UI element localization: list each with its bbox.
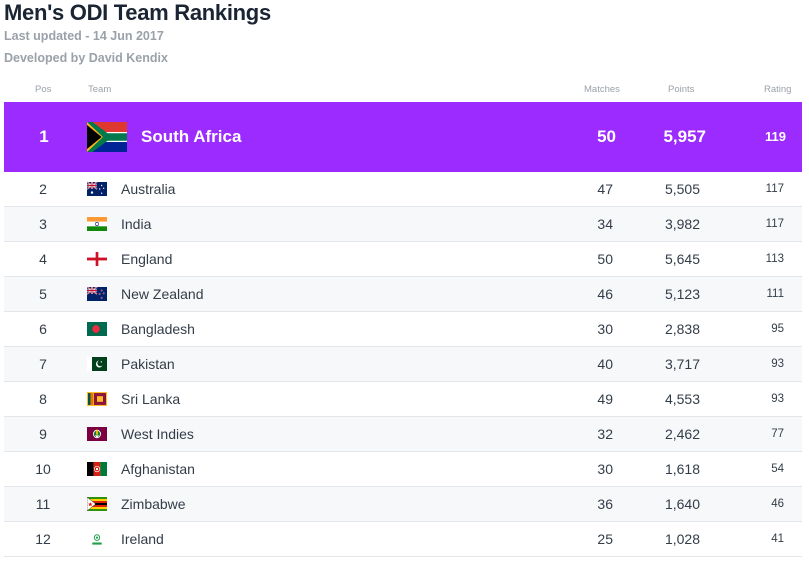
points-value: 3,717	[664, 356, 700, 372]
rating-value: 113	[765, 253, 784, 265]
india-flag	[87, 217, 107, 231]
rating-value: 54	[771, 463, 784, 475]
points-value: 1,618	[664, 461, 700, 477]
matches-value: 36	[597, 496, 613, 512]
matches-value: 50	[597, 251, 613, 267]
position: 12	[35, 531, 51, 547]
rating-value: 41	[771, 533, 784, 545]
developed-by: Developed by David Kendix	[4, 51, 168, 65]
table-row[interactable]: 2 Australia 47 5,505 117	[4, 172, 802, 207]
table-row[interactable]: 10 Afghanistan 30 1,618 54	[4, 452, 802, 487]
position: 1	[39, 127, 49, 146]
team-name[interactable]: New Zealand	[121, 286, 204, 302]
col-pos[interactable]: Pos	[35, 84, 52, 95]
points-value: 4,553	[664, 391, 700, 407]
matches-value: 30	[597, 461, 613, 477]
col-team[interactable]: Team	[88, 84, 112, 95]
points-value: 3,982	[664, 216, 700, 232]
matches-value: 40	[597, 356, 613, 372]
team-name[interactable]: Australia	[121, 181, 176, 197]
points-value: 5,505	[664, 181, 700, 197]
table-row[interactable]: 5 New Zealand 46 5,123 111	[4, 277, 802, 312]
matches-value: 49	[597, 391, 613, 407]
bangladesh-flag	[87, 322, 107, 336]
zimbabwe-flag	[87, 497, 107, 511]
points-value: 5,645	[664, 251, 700, 267]
rating-value: 119	[765, 129, 786, 144]
rating-value: 93	[771, 393, 784, 405]
matches-value: 32	[597, 426, 613, 442]
rating-value: 93	[771, 358, 784, 370]
afghanistan-flag	[87, 462, 107, 476]
points-value: 2,462	[664, 426, 700, 442]
team-name[interactable]: India	[121, 216, 152, 232]
points-value: 1,028	[664, 531, 700, 547]
table-row[interactable]: 7 Pakistan 40 3,717 93	[4, 347, 802, 382]
rating-value: 117	[765, 183, 784, 195]
team-name[interactable]: Ireland	[121, 531, 164, 547]
south-africa-flag	[87, 122, 127, 152]
points-value: 2,838	[664, 321, 700, 337]
rating-value: 95	[771, 323, 784, 335]
position: 11	[35, 496, 51, 512]
team-name[interactable]: England	[121, 251, 173, 267]
rating-value: 117	[765, 218, 784, 230]
table-row[interactable]: 12 Ireland 25 1,028 41	[4, 522, 802, 557]
table-header: Pos Team Matches Points Rating	[0, 80, 809, 100]
matches-value: 47	[597, 181, 613, 197]
table-row[interactable]: 4 England 50 5,645 113	[4, 242, 802, 277]
position: 6	[39, 321, 47, 337]
rankings-table: 2 Australia 47 5,505 117 3	[4, 172, 802, 557]
new-zealand-flag	[87, 287, 107, 301]
col-rating[interactable]: Rating	[764, 84, 792, 95]
england-flag	[87, 252, 107, 266]
ireland-flag	[87, 532, 107, 546]
pakistan-flag	[87, 357, 107, 371]
position: 5	[39, 286, 47, 302]
points-value: 5,123	[664, 286, 700, 302]
position: 8	[39, 391, 47, 407]
matches-value: 25	[597, 531, 613, 547]
rating-value: 46	[771, 498, 784, 510]
matches-value: 30	[597, 321, 613, 337]
matches-value: 50	[597, 127, 616, 146]
table-row[interactable]: 6 Bangladesh 30 2,838 95	[4, 312, 802, 347]
position: 3	[39, 216, 47, 232]
team-name[interactable]: Zimbabwe	[121, 496, 186, 512]
page-title: Men's ODI Team Rankings	[4, 0, 271, 25]
west-indies-flag	[87, 427, 107, 441]
rating-value: 77	[771, 428, 784, 440]
position: 9	[39, 426, 47, 442]
team-name[interactable]: South Africa	[141, 127, 242, 146]
points-value: 5,957	[663, 127, 706, 146]
team-name[interactable]: Pakistan	[121, 356, 175, 372]
team-name[interactable]: Bangladesh	[121, 321, 195, 337]
australia-flag	[87, 182, 107, 196]
team-name[interactable]: Sri Lanka	[121, 391, 181, 407]
table-row[interactable]: 11 Zimbabwe 36 1,640 46	[4, 487, 802, 522]
team-name[interactable]: Afghanistan	[121, 461, 195, 477]
table-row-top-ranked[interactable]: 1 South Africa 50 5,957 119	[4, 102, 802, 172]
table-row[interactable]: 8 Sri Lanka 49 4,553 93	[4, 382, 802, 417]
sri-lanka-flag	[87, 392, 107, 406]
matches-value: 46	[597, 286, 613, 302]
position: 4	[39, 251, 47, 267]
last-updated: Last updated - 14 Jun 2017	[4, 29, 164, 43]
col-matches[interactable]: Matches	[584, 84, 620, 95]
table-row[interactable]: 9 West Indies 32 2,462 77	[4, 417, 802, 452]
position: 10	[35, 461, 51, 477]
team-name[interactable]: West Indies	[121, 426, 194, 442]
rating-value: 111	[766, 288, 784, 300]
points-value: 1,640	[664, 496, 700, 512]
position: 7	[39, 356, 47, 372]
col-points[interactable]: Points	[668, 84, 695, 95]
matches-value: 34	[597, 216, 613, 232]
table-row[interactable]: 3 India 34 3,982 117	[4, 207, 802, 242]
position: 2	[39, 181, 47, 197]
